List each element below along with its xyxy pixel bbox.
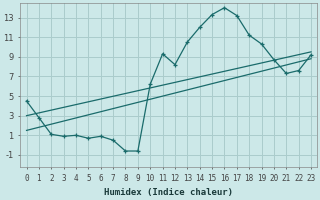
X-axis label: Humidex (Indice chaleur): Humidex (Indice chaleur) <box>104 188 233 197</box>
